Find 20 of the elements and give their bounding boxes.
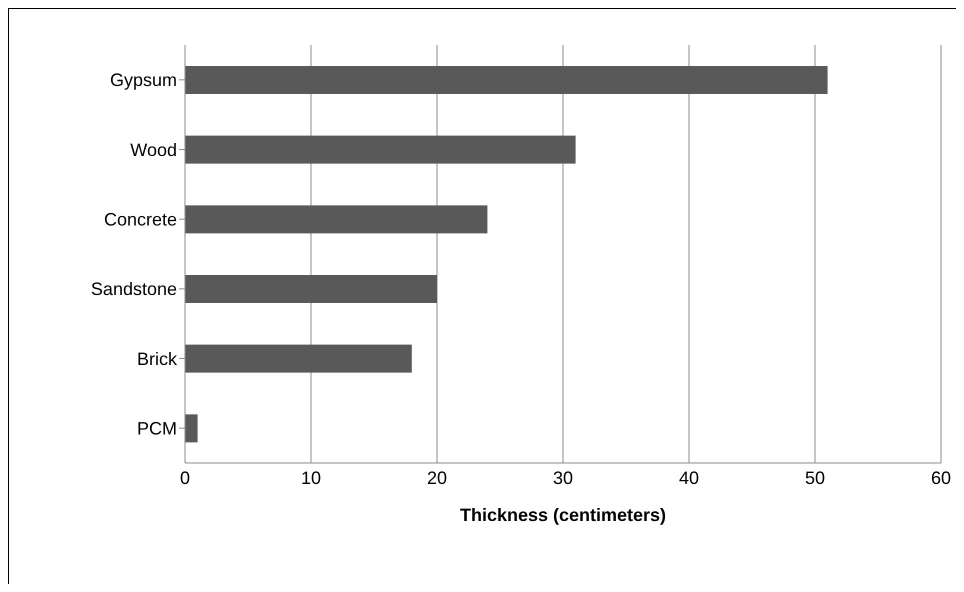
x-tick-label: 10 bbox=[300, 468, 322, 488]
y-tick-label: PCM bbox=[137, 418, 177, 439]
x-tick-label: 60 bbox=[930, 468, 952, 488]
x-tick-label: 30 bbox=[552, 468, 574, 488]
bar bbox=[185, 344, 412, 373]
x-tick-label: 0 bbox=[180, 468, 190, 488]
bar bbox=[185, 205, 488, 234]
bar bbox=[185, 136, 576, 164]
x-tick-label: 40 bbox=[678, 468, 700, 488]
bar bbox=[185, 275, 437, 303]
bar bbox=[185, 414, 198, 442]
y-tick-label: Sandstone bbox=[90, 279, 177, 300]
bar bbox=[185, 66, 828, 94]
y-tick-label: Wood bbox=[130, 140, 177, 160]
y-tick-label: Brick bbox=[137, 348, 178, 369]
y-tick-label: Gypsum bbox=[110, 70, 177, 90]
x-axis-title: Thickness (centimeters) bbox=[460, 505, 666, 525]
x-tick-label: 50 bbox=[804, 468, 826, 488]
y-tick-label: Concrete bbox=[104, 210, 177, 230]
x-tick-label: 20 bbox=[426, 468, 448, 488]
